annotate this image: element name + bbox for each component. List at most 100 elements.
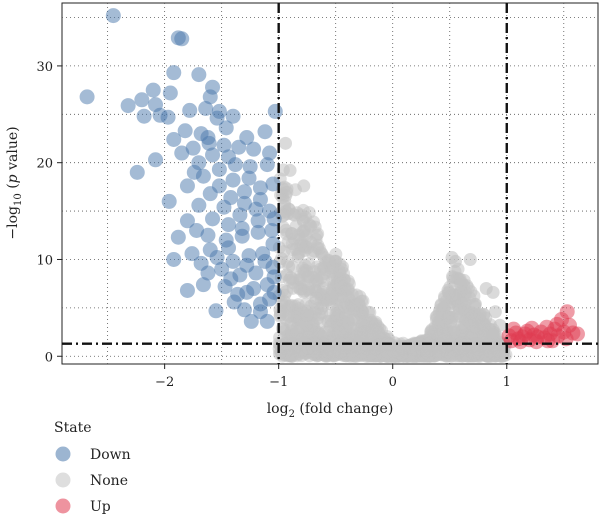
point-down xyxy=(145,82,161,98)
x-tick-label: −2 xyxy=(155,375,174,390)
none-point xyxy=(343,302,357,316)
point-down xyxy=(179,178,195,194)
point-down xyxy=(221,149,237,165)
point-down xyxy=(161,193,177,209)
point-down xyxy=(265,236,281,252)
none-point xyxy=(448,254,462,268)
point-down xyxy=(185,140,201,156)
none-point xyxy=(486,328,500,342)
none-point xyxy=(368,342,382,356)
point-down xyxy=(221,240,237,256)
legend-key-none xyxy=(55,472,71,488)
point-down xyxy=(230,286,246,302)
point-down xyxy=(262,145,278,161)
none-point xyxy=(488,305,502,319)
point-down xyxy=(186,164,202,180)
point-down xyxy=(209,110,225,126)
point-down xyxy=(129,164,145,180)
none-point xyxy=(314,271,328,285)
none-point xyxy=(283,163,297,177)
point-down xyxy=(239,257,255,273)
point-down xyxy=(170,229,186,245)
point-down xyxy=(166,65,182,81)
none-point xyxy=(332,326,346,340)
point-down xyxy=(148,152,164,168)
point-down xyxy=(193,255,209,271)
point-down xyxy=(162,85,178,101)
none-point xyxy=(420,346,434,360)
point-down xyxy=(264,222,280,238)
none-point xyxy=(468,297,482,311)
point-down xyxy=(252,296,268,312)
point-down xyxy=(136,108,152,124)
none-point xyxy=(463,252,477,266)
point-down xyxy=(232,207,248,223)
legend-label-none: None xyxy=(90,473,128,489)
none-point xyxy=(309,291,323,305)
point-down xyxy=(120,98,136,114)
legend-label-down: Down xyxy=(90,447,131,463)
point-down xyxy=(177,123,193,139)
none-point xyxy=(285,243,299,257)
point-down xyxy=(234,221,250,237)
point-down xyxy=(208,303,224,319)
none-point xyxy=(454,278,468,292)
point-down xyxy=(241,170,257,186)
y-tick-label: 10 xyxy=(36,253,53,268)
none-point xyxy=(301,341,315,355)
point-down xyxy=(225,253,241,269)
none-point xyxy=(284,317,298,331)
none-point xyxy=(456,293,470,307)
point-down xyxy=(184,246,200,262)
point-down xyxy=(246,141,262,157)
point-down xyxy=(218,120,234,136)
point-down xyxy=(205,211,221,227)
point-up xyxy=(540,333,556,349)
none-point xyxy=(296,261,310,275)
point-down xyxy=(257,124,273,140)
point-down xyxy=(225,172,241,188)
y-tick-label: 20 xyxy=(36,157,53,172)
point-down xyxy=(209,250,225,266)
none-point xyxy=(434,338,448,352)
none-point xyxy=(284,271,298,285)
point-down xyxy=(259,313,275,329)
none-point xyxy=(330,308,344,322)
none-point xyxy=(311,227,325,241)
none-point xyxy=(282,300,296,314)
point-down xyxy=(236,184,252,200)
none-point xyxy=(330,277,344,291)
legend-title: State xyxy=(54,420,91,436)
none-point xyxy=(468,307,482,321)
none-point xyxy=(394,347,408,361)
none-point xyxy=(288,208,302,222)
point-up xyxy=(569,326,585,342)
point-down xyxy=(200,130,216,146)
point-down xyxy=(242,159,258,175)
point-down xyxy=(166,131,182,147)
none-point xyxy=(448,322,462,336)
x-tick-label: 0 xyxy=(389,375,397,390)
legend-key-down xyxy=(55,446,71,462)
none-point xyxy=(486,285,500,299)
point-down xyxy=(246,281,262,297)
none-point xyxy=(279,136,293,150)
point-down xyxy=(160,109,176,125)
point-up xyxy=(559,304,575,320)
point-down xyxy=(239,130,255,146)
none-point xyxy=(429,310,443,324)
point-down xyxy=(166,251,182,267)
point-up xyxy=(549,316,565,332)
point-down xyxy=(191,67,207,83)
point-down xyxy=(200,227,216,243)
point-down xyxy=(198,100,214,116)
point-down xyxy=(174,31,190,47)
point-down xyxy=(202,89,218,105)
point-down xyxy=(236,302,252,318)
none-point xyxy=(322,256,336,270)
point-down xyxy=(252,191,268,207)
none-point xyxy=(333,345,347,359)
none-point xyxy=(434,299,448,313)
none-point xyxy=(293,282,307,296)
